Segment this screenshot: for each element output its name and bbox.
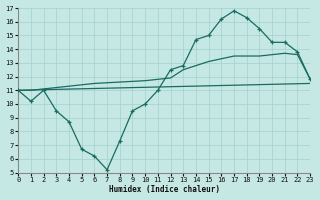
- X-axis label: Humidex (Indice chaleur): Humidex (Indice chaleur): [109, 185, 220, 194]
